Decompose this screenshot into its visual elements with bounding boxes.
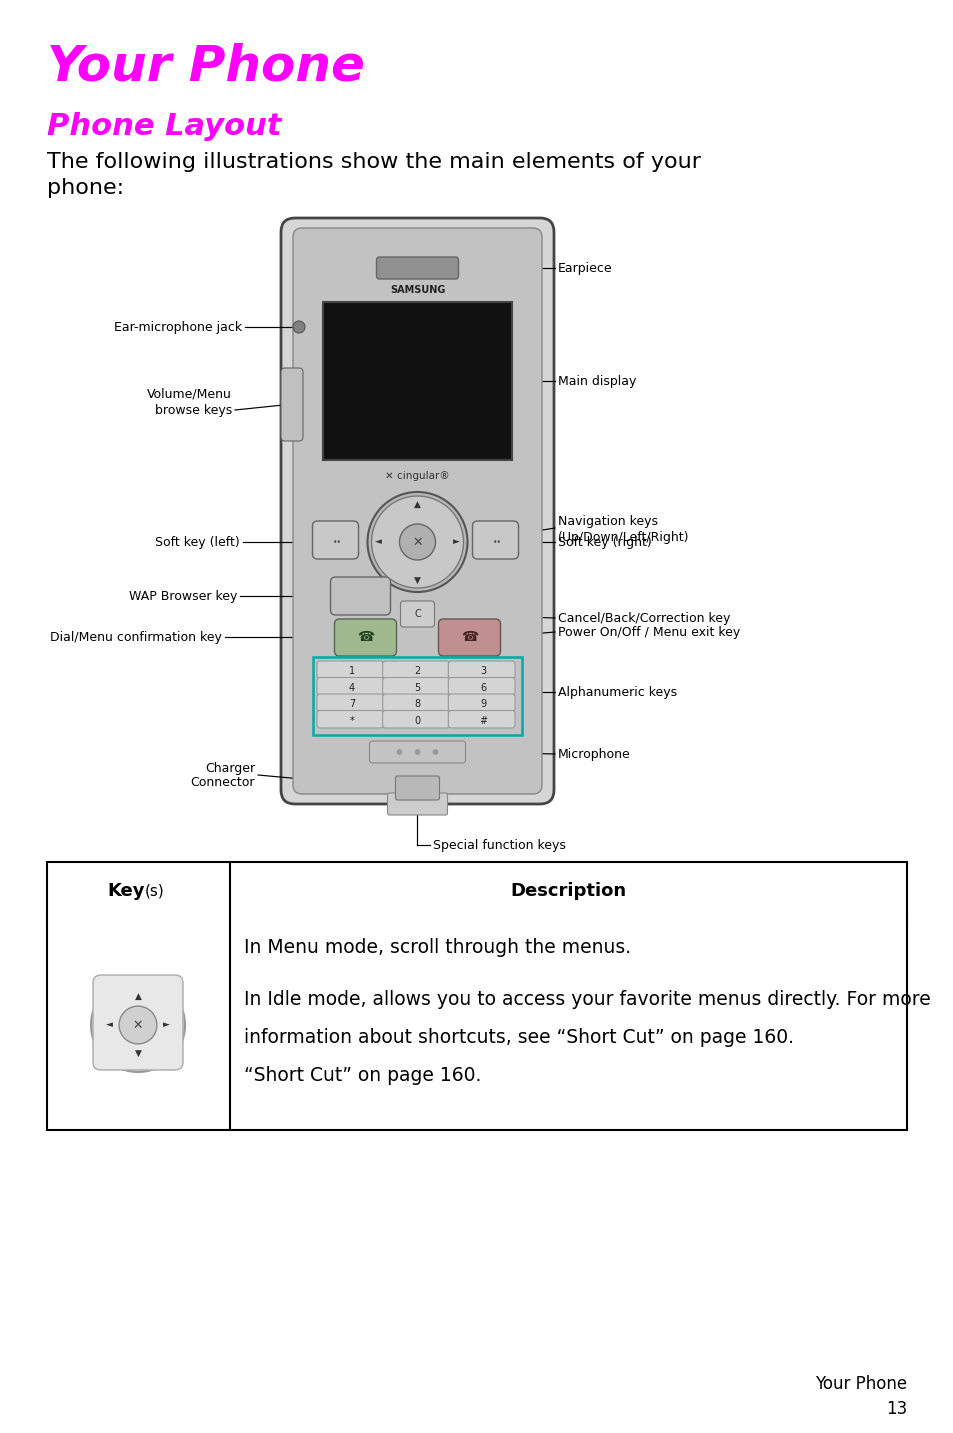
FancyBboxPatch shape [313, 522, 358, 559]
Text: ▲: ▲ [414, 500, 420, 509]
Text: Alphanumeric keys: Alphanumeric keys [558, 685, 677, 699]
FancyBboxPatch shape [335, 619, 396, 656]
Circle shape [396, 749, 401, 755]
FancyBboxPatch shape [316, 661, 383, 678]
Text: 4: 4 [349, 682, 355, 692]
Text: “Short Cut” on page 160.: “Short Cut” on page 160. [244, 1066, 481, 1085]
FancyBboxPatch shape [382, 711, 449, 728]
Text: 5: 5 [414, 682, 420, 692]
Circle shape [367, 492, 467, 592]
FancyBboxPatch shape [281, 368, 303, 441]
FancyBboxPatch shape [382, 694, 449, 712]
FancyBboxPatch shape [387, 792, 447, 815]
Text: *: * [349, 715, 354, 725]
Text: 8: 8 [414, 699, 420, 709]
Bar [323, 302, 512, 460]
Text: Charger: Charger [205, 761, 254, 774]
Text: Soft key (left): Soft key (left) [155, 536, 240, 549]
FancyBboxPatch shape [448, 711, 515, 728]
FancyBboxPatch shape [92, 974, 183, 1070]
Text: browse keys: browse keys [154, 404, 232, 417]
Text: The following illustrations show the main elements of your: The following illustrations show the mai… [47, 152, 700, 172]
Text: Ear-microphone jack: Ear-microphone jack [113, 321, 242, 334]
Text: 9: 9 [479, 699, 486, 709]
Text: In Menu mode, scroll through the menus.: In Menu mode, scroll through the menus. [244, 939, 631, 957]
FancyBboxPatch shape [330, 577, 390, 615]
FancyBboxPatch shape [369, 741, 465, 762]
Text: ▼: ▼ [414, 576, 420, 585]
Text: #: # [478, 715, 487, 725]
Circle shape [91, 977, 185, 1072]
Text: information about shortcuts, see “Short Cut” on page 160.: information about shortcuts, see “Short … [244, 1027, 793, 1048]
FancyBboxPatch shape [382, 661, 449, 678]
FancyBboxPatch shape [382, 678, 449, 695]
Text: Volume/Menu: Volume/Menu [147, 387, 232, 400]
FancyBboxPatch shape [395, 777, 439, 800]
Text: ☎: ☎ [356, 631, 374, 643]
Text: (Up/Down/Left/Right): (Up/Down/Left/Right) [558, 530, 689, 543]
Text: ✕: ✕ [412, 536, 422, 549]
FancyBboxPatch shape [472, 522, 518, 559]
Text: Soft key (right): Soft key (right) [558, 536, 651, 549]
FancyBboxPatch shape [316, 711, 383, 728]
Text: In Idle mode, allows you to access your favorite menus directly. For more: In Idle mode, allows you to access your … [244, 990, 930, 1009]
Text: ◄: ◄ [106, 1020, 112, 1029]
Circle shape [119, 1006, 156, 1043]
Circle shape [433, 749, 437, 755]
Circle shape [371, 496, 463, 588]
Text: ☎: ☎ [460, 631, 477, 643]
Text: Description: Description [510, 881, 626, 900]
Text: 2: 2 [414, 666, 420, 676]
FancyBboxPatch shape [400, 600, 434, 628]
Text: 13: 13 [884, 1400, 906, 1419]
Circle shape [415, 749, 419, 755]
FancyBboxPatch shape [376, 257, 458, 279]
Circle shape [399, 524, 435, 560]
Text: ✕ cingular®: ✕ cingular® [385, 471, 450, 481]
Text: 3: 3 [479, 666, 486, 676]
FancyBboxPatch shape [281, 218, 554, 804]
Text: Power On/Off / Menu exit key: Power On/Off / Menu exit key [558, 625, 740, 639]
Text: ••: •• [493, 537, 501, 546]
Bar [47, 863, 906, 1131]
Text: Connector: Connector [191, 775, 254, 788]
Text: 1: 1 [349, 666, 355, 676]
Text: phone:: phone: [47, 178, 124, 198]
Text: Cancel/Back/Correction key: Cancel/Back/Correction key [558, 612, 730, 625]
Text: ◄: ◄ [375, 537, 381, 546]
Text: 0: 0 [414, 715, 420, 725]
Text: Phone Layout: Phone Layout [47, 112, 281, 140]
Text: SAMSUNG: SAMSUNG [390, 285, 445, 295]
FancyBboxPatch shape [316, 694, 383, 712]
Text: 6: 6 [479, 682, 486, 692]
Text: Key: Key [108, 881, 145, 900]
Text: ►: ► [453, 537, 459, 546]
Bar [313, 656, 521, 735]
Text: ▲: ▲ [134, 992, 141, 1000]
Text: Your Phone: Your Phone [814, 1376, 906, 1393]
FancyBboxPatch shape [438, 619, 500, 656]
Text: Microphone: Microphone [558, 748, 630, 761]
Text: ▼: ▼ [134, 1049, 141, 1058]
FancyBboxPatch shape [316, 678, 383, 695]
Text: Earpiece: Earpiece [558, 261, 612, 275]
Text: ••: •• [333, 537, 341, 546]
Text: ✕: ✕ [132, 1019, 143, 1032]
Text: 7: 7 [349, 699, 355, 709]
Text: Special function keys: Special function keys [433, 838, 565, 851]
Text: Your Phone: Your Phone [47, 42, 364, 90]
FancyBboxPatch shape [448, 694, 515, 712]
Text: Navigation keys: Navigation keys [558, 514, 658, 527]
FancyBboxPatch shape [293, 228, 541, 794]
Text: Dial/Menu confirmation key: Dial/Menu confirmation key [51, 631, 222, 643]
FancyBboxPatch shape [448, 678, 515, 695]
Text: ►: ► [163, 1020, 170, 1029]
Text: (s): (s) [145, 884, 164, 898]
Text: WAP Browser key: WAP Browser key [129, 589, 236, 602]
Circle shape [293, 321, 305, 332]
FancyBboxPatch shape [448, 661, 515, 678]
Text: Main display: Main display [558, 374, 636, 387]
Text: C: C [414, 609, 420, 619]
